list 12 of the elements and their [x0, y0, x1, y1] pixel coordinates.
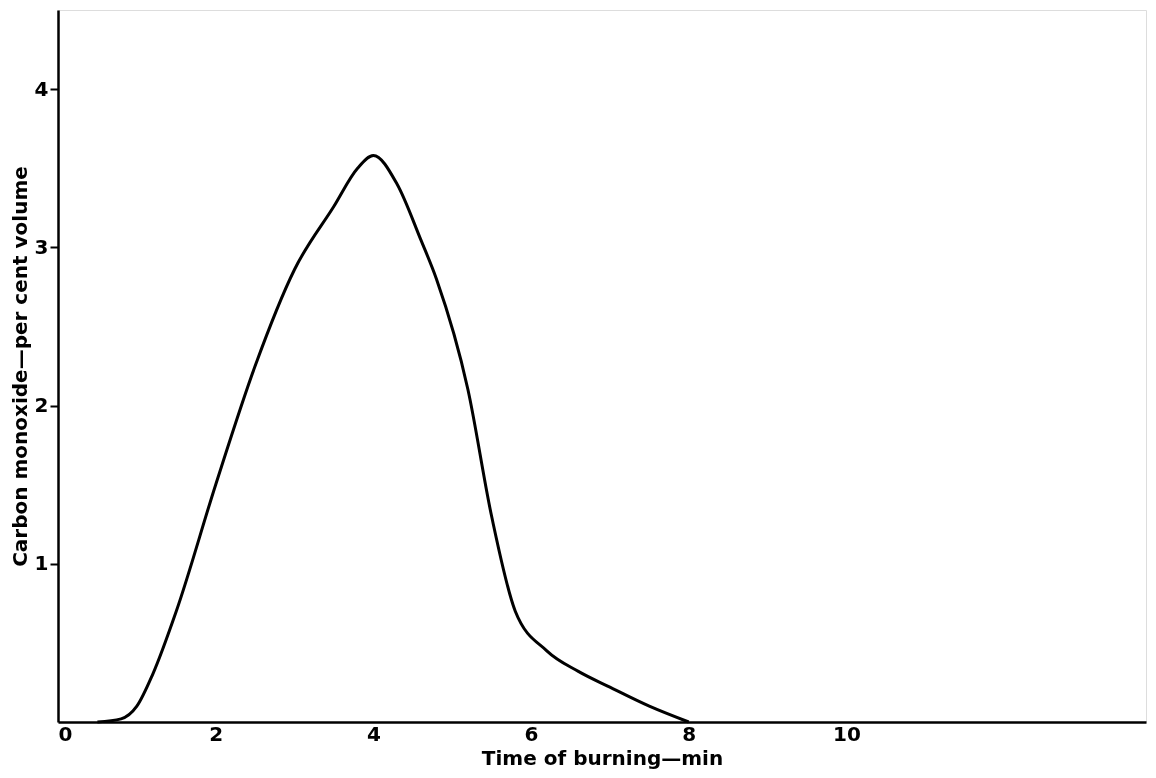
x-tick-label: 4 — [366, 721, 381, 746]
x-tick-label: 2 — [209, 721, 224, 746]
y-tick-label: 4 — [34, 76, 49, 101]
y-axis-title: Carbon monoxide—per cent volume — [7, 166, 32, 567]
x-axis-title: Time of burning—min — [481, 745, 724, 770]
x-tick-label: 6 — [524, 721, 539, 746]
x-tick-label: 0 — [58, 721, 73, 746]
y-tick-label: 3 — [34, 234, 49, 259]
x-tick-label: 8 — [682, 721, 697, 746]
y-tick-label: 1 — [34, 551, 49, 576]
y-tick-label: 2 — [34, 393, 49, 418]
x-tick-label: 10 — [832, 721, 861, 746]
